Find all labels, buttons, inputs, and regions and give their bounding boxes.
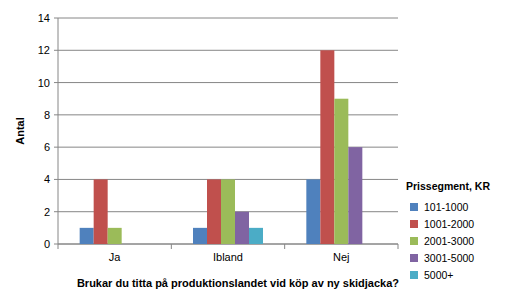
x-tick <box>58 244 59 249</box>
y-tick-label: 12 <box>38 44 50 56</box>
legend-label: 5000+ <box>424 269 454 281</box>
y-tick <box>54 179 58 180</box>
bar <box>136 244 150 245</box>
grid-line <box>58 50 398 51</box>
grid-line <box>58 18 398 19</box>
bar <box>122 244 136 245</box>
y-tick-label: 6 <box>44 141 50 153</box>
bar <box>235 212 249 244</box>
x-tick-label: Nej <box>333 251 350 263</box>
y-tick-label: 8 <box>44 109 50 121</box>
y-tick-label: 10 <box>38 77 50 89</box>
chart-svg: 0 2 4 6 8 10 12 14 Ja Ibland Nej Brukar du titta på… <box>0 0 510 297</box>
y-tick <box>54 50 58 51</box>
legend-title: Prissegment, KR <box>406 180 490 192</box>
bar <box>221 179 235 244</box>
y-axis-label: Antal <box>14 117 26 145</box>
y-tick <box>54 114 58 115</box>
y-tick <box>54 244 58 245</box>
chart-container: 0 2 4 6 8 10 12 14 Ja Ibland Nej Brukar du titta på… <box>0 0 510 297</box>
legend-label: 101-1000 <box>424 201 469 213</box>
y-tick-label: 14 <box>38 12 50 24</box>
y-axis <box>58 18 59 244</box>
bar <box>320 50 334 244</box>
grid-line <box>58 82 398 83</box>
legend-label: 3001-5000 <box>424 252 474 264</box>
x-tick <box>284 244 285 249</box>
bar <box>207 179 221 244</box>
legend-swatch <box>410 237 418 245</box>
x-tick-label: Ja <box>109 251 122 263</box>
bar <box>108 228 122 244</box>
legend-swatch <box>410 203 418 211</box>
legend-swatch <box>410 220 418 228</box>
x-axis-label: Brukar du titta på produktionslandet vid… <box>77 277 399 289</box>
bar <box>348 147 362 244</box>
y-tick-label: 4 <box>44 173 50 185</box>
legend-label: 2001-3000 <box>424 235 474 247</box>
bars <box>80 50 363 244</box>
y-tick-label: 0 <box>44 238 50 250</box>
bar <box>80 228 94 244</box>
bar <box>362 244 376 245</box>
bar <box>306 179 320 244</box>
x-tick <box>171 244 172 249</box>
bar <box>94 179 108 244</box>
legend-swatch <box>410 254 418 262</box>
y-tick <box>54 82 58 83</box>
y-tick-label: 2 <box>44 206 50 218</box>
legend-label: 1001-2000 <box>424 218 474 230</box>
bar <box>249 228 263 244</box>
y-tick <box>54 18 58 19</box>
x-tick <box>398 244 399 249</box>
legend-swatch <box>410 271 418 279</box>
bar <box>334 99 348 244</box>
y-tick <box>54 147 58 148</box>
x-tick-label: Ibland <box>213 251 243 263</box>
bar <box>193 228 207 244</box>
y-tick <box>54 211 58 212</box>
